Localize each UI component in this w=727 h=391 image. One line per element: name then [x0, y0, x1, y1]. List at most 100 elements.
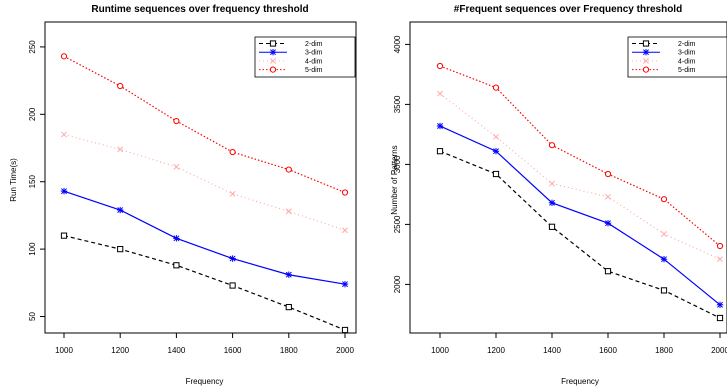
x-tick-label: 1800: [655, 346, 673, 355]
data-point: [604, 268, 612, 275]
data-point: [716, 242, 724, 250]
y-tick-label: 2000: [393, 275, 402, 293]
data-point: [117, 246, 124, 253]
data-point: [492, 170, 500, 178]
legend-marker: [269, 40, 277, 47]
x-tick-label: 1200: [111, 346, 129, 355]
legend-label: 5-dim: [305, 67, 323, 74]
legend-label: 4-dim: [305, 58, 323, 65]
legend-marker: [642, 40, 650, 47]
data-point: [60, 53, 68, 60]
y-tick-label: 3000: [393, 155, 402, 173]
series-2-dim: [60, 232, 349, 334]
data-point: [604, 170, 612, 178]
y-tick-label: 100: [28, 242, 37, 256]
x-tick-label: 2000: [711, 346, 727, 355]
x-tick-label: 1400: [543, 346, 561, 355]
chart-panel-1: Runtime sequences over frequency thresho…: [9, 4, 357, 386]
data-point: [661, 231, 667, 237]
data-point: [229, 282, 236, 289]
data-point: [436, 122, 444, 130]
data-point: [492, 148, 500, 155]
data-point: [604, 220, 612, 227]
data-point: [548, 223, 556, 230]
y-axis-label: Number of Patterns: [390, 145, 399, 214]
legend-label: 3-dim: [678, 50, 696, 57]
data-point: [341, 326, 349, 334]
data-point: [173, 235, 180, 242]
data-point: [716, 301, 724, 308]
data-point: [605, 193, 611, 200]
y-tick-label: 200: [28, 107, 37, 121]
data-point: [342, 227, 348, 234]
y-tick-label: 3500: [393, 95, 402, 113]
series-line: [63, 55, 346, 194]
x-tick-label: 1200: [487, 346, 505, 355]
data-point: [229, 255, 236, 262]
y-axis-label: Run Time(s): [9, 158, 18, 202]
x-tick-label: 1800: [280, 346, 298, 355]
chart-title: #Frequent sequences over Frequency thres…: [454, 4, 682, 15]
data-point: [492, 84, 500, 91]
data-point: [229, 148, 236, 156]
series-line: [63, 190, 346, 285]
data-point: [229, 190, 236, 197]
x-axis-label: Frequency: [186, 377, 224, 386]
x-tick-label: 1000: [431, 346, 449, 355]
legend-marker: [642, 66, 650, 73]
data-point: [285, 303, 292, 311]
x-tick-label: 1000: [55, 346, 73, 355]
data-point: [549, 180, 555, 187]
y-tick-label: 4000: [393, 35, 402, 53]
legend-label: 2-dim: [678, 41, 696, 48]
legend-label: 3-dim: [305, 50, 323, 57]
plot-frame: [409, 21, 727, 334]
series-5-dim: [60, 53, 349, 196]
y-tick-label: 50: [28, 312, 37, 321]
legend-marker: [269, 66, 277, 73]
series-line: [63, 235, 346, 331]
y-tick-label: 250: [28, 40, 37, 54]
data-point: [548, 199, 556, 206]
y-tick-label: 150: [28, 174, 37, 188]
data-point: [285, 208, 292, 215]
series-line: [439, 65, 721, 247]
y-tick-label: 2500: [393, 215, 402, 233]
chart-panel-2: #Frequent sequences over Frequency thres…: [390, 4, 727, 386]
data-point: [717, 256, 723, 263]
data-point: [341, 189, 349, 196]
data-point: [173, 117, 180, 125]
x-tick-label: 1400: [168, 346, 186, 355]
x-tick-label: 2000: [336, 346, 354, 355]
data-point: [660, 256, 668, 263]
legend-label: 4-dim: [678, 58, 696, 65]
data-point: [61, 131, 67, 138]
legend-marker: [642, 49, 650, 56]
series-3-dim: [60, 187, 349, 288]
series-line: [439, 125, 721, 306]
series-2-dim: [436, 148, 724, 322]
series-5-dim: [436, 62, 724, 250]
data-point: [60, 187, 68, 195]
data-point: [660, 287, 668, 294]
data-point: [173, 163, 180, 170]
series-4-dim: [437, 90, 723, 263]
x-tick-label: 1600: [224, 346, 242, 355]
legend-marker: [269, 49, 277, 56]
series-4-dim: [61, 131, 348, 234]
x-tick-label: 1600: [599, 346, 617, 355]
data-point: [285, 166, 292, 173]
data-point: [117, 146, 124, 153]
data-point: [436, 62, 444, 70]
data-point: [117, 206, 124, 214]
data-point: [173, 262, 180, 269]
series-line: [439, 150, 721, 319]
data-point: [117, 82, 124, 90]
data-point: [493, 133, 499, 140]
chart-title: Runtime sequences over frequency thresho…: [91, 4, 308, 15]
plot-frame: [44, 21, 357, 334]
legend-marker: [643, 57, 649, 64]
